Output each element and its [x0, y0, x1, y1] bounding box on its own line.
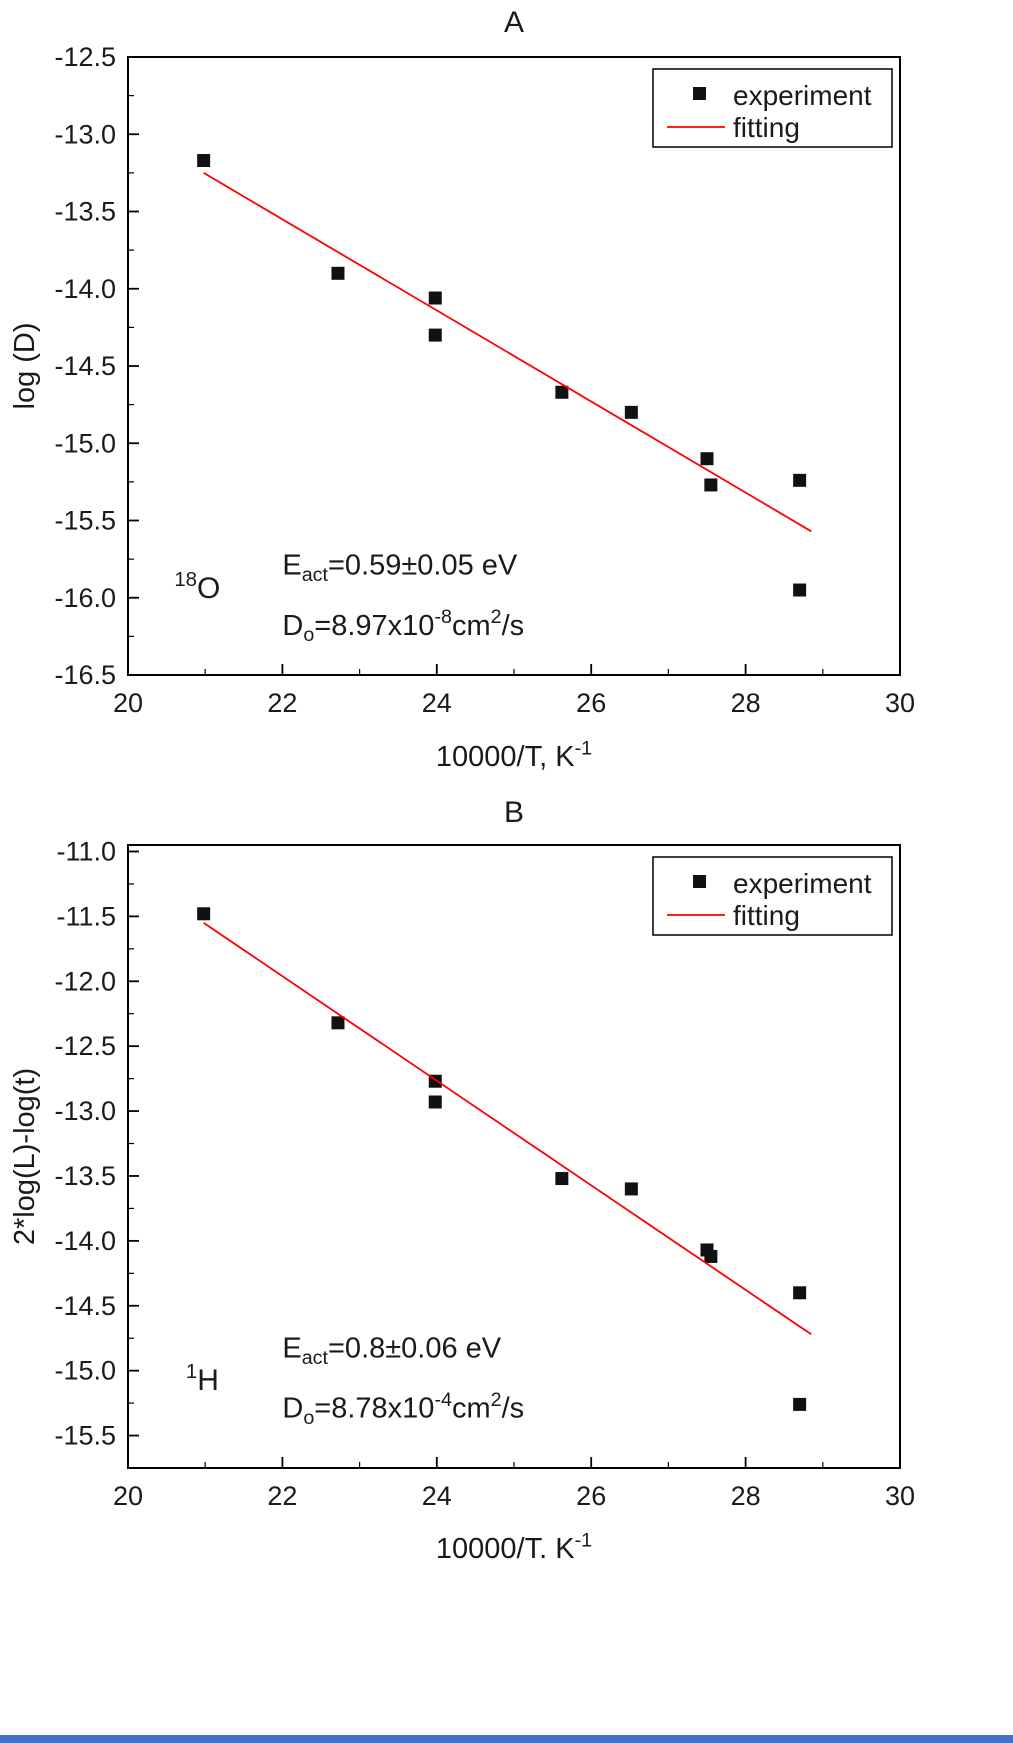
legend-box [652, 856, 893, 936]
x-tick-label: 22 [267, 688, 297, 718]
y-tick-label: -12.5 [54, 1031, 116, 1061]
y-tick-label: -15.0 [54, 428, 116, 458]
data-point [793, 583, 807, 597]
y-tick-label: -15.5 [54, 506, 116, 536]
data-point [331, 1016, 345, 1030]
y-tick-label: -16.0 [54, 583, 116, 613]
data-point [555, 385, 569, 399]
data-point [428, 1095, 442, 1109]
x-tick-label: 24 [422, 688, 452, 718]
x-axis-label: 10000/T. K-1 [436, 1529, 592, 1565]
data-point [197, 907, 211, 921]
data-point [793, 473, 807, 487]
data-point [428, 291, 442, 305]
data-point [793, 1397, 807, 1411]
legend-label-fitting: fitting [733, 112, 800, 143]
y-tick-label: -11.0 [56, 836, 116, 866]
legend-box [652, 68, 893, 148]
y-axis-label: log (D) [9, 322, 41, 409]
data-point [624, 1182, 638, 1196]
y-tick-label: -14.0 [54, 274, 116, 304]
x-tick-label: 26 [576, 1481, 606, 1511]
fit-line [203, 922, 812, 1336]
y-tick-label: -12.5 [54, 42, 116, 72]
panel-title: A [504, 6, 524, 39]
x-tick-label: 28 [731, 688, 761, 718]
annotation: Do=8.97x10-8cm2/s [282, 606, 524, 646]
legend-marker-square [693, 87, 706, 100]
x-tick-label: 28 [731, 1481, 761, 1511]
chart-panel-A: A 20 22 24 26 28 30 -16.5 -16.0 -15.5 -15.0 -14.5 -1… [9, 6, 915, 773]
fit-line [203, 172, 812, 533]
data-point [331, 266, 345, 280]
x-tick-label: 20 [113, 1481, 143, 1511]
legend-marker-square [693, 875, 706, 888]
annotation: Eact=0.59±0.05 eV [282, 550, 518, 586]
x-tick-label: 22 [267, 1481, 297, 1511]
annotation: Eact=0.8±0.06 eV [282, 1333, 501, 1369]
y-tick-label: -13.5 [54, 1161, 116, 1191]
data-point [704, 1249, 718, 1263]
y-tick-label: -13.5 [54, 197, 116, 227]
legend-label-experiment: experiment [733, 80, 872, 111]
legend-label-fitting: fitting [733, 900, 800, 931]
data-point [428, 328, 442, 342]
y-tick-label: -13.0 [54, 119, 116, 149]
data-point [704, 478, 718, 492]
bottom-highlight-strip [0, 1735, 1013, 1743]
y-tick-label: -11.5 [56, 901, 116, 931]
y-tick-label: -15.5 [54, 1421, 116, 1451]
legend-label-experiment: experiment [733, 868, 872, 899]
chart-panel-B: B 20 22 24 26 28 30 -15.5 -15.0 -14.5 -14.0 -13.5 -1… [9, 796, 915, 1565]
y-tick-label: -14.5 [54, 351, 116, 381]
x-tick-label: 26 [576, 688, 606, 718]
annotation: 1H [186, 1361, 219, 1397]
x-tick-label: 30 [885, 1481, 915, 1511]
y-tick-label: -15.0 [54, 1356, 116, 1386]
data-point [700, 452, 714, 466]
y-tick-label: -14.5 [54, 1291, 116, 1321]
x-tick-label: 30 [885, 688, 915, 718]
annotation: 18O [174, 569, 220, 605]
y-tick-label: -14.0 [54, 1226, 116, 1256]
x-tick-label: 24 [422, 1481, 452, 1511]
annotation: Do=8.78x10-4cm2/s [282, 1389, 524, 1429]
x-tick-label: 20 [113, 688, 143, 718]
data-point [624, 405, 638, 419]
data-point [793, 1286, 807, 1300]
x-axis-label: 10000/T, K-1 [436, 737, 592, 773]
y-axis-label: 2*log(L)-log(t) [9, 1068, 41, 1245]
y-tick-label: -12.0 [54, 966, 116, 996]
panel-title: B [504, 796, 524, 829]
data-point [197, 154, 211, 168]
y-tick-label: -13.0 [54, 1096, 116, 1126]
data-point [555, 1172, 569, 1186]
y-tick-label: -16.5 [54, 660, 116, 690]
